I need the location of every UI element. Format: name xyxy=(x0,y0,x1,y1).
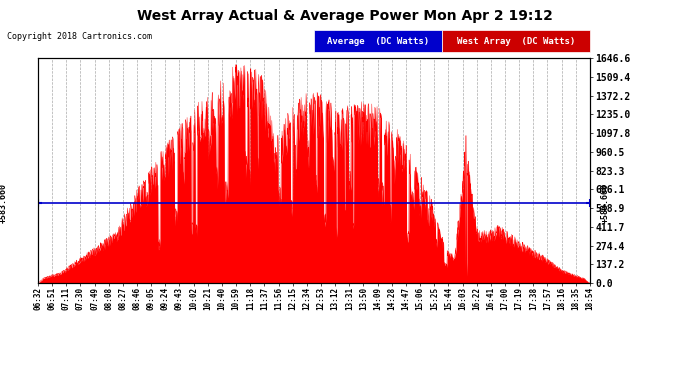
Text: +583.660: +583.660 xyxy=(601,183,610,224)
Text: +583.660: +583.660 xyxy=(0,183,8,224)
Text: Average  (DC Watts): Average (DC Watts) xyxy=(326,37,429,46)
Text: West Array Actual & Average Power Mon Apr 2 19:12: West Array Actual & Average Power Mon Ap… xyxy=(137,9,553,23)
Text: West Array  (DC Watts): West Array (DC Watts) xyxy=(457,37,575,46)
Text: Copyright 2018 Cartronics.com: Copyright 2018 Cartronics.com xyxy=(7,32,152,41)
